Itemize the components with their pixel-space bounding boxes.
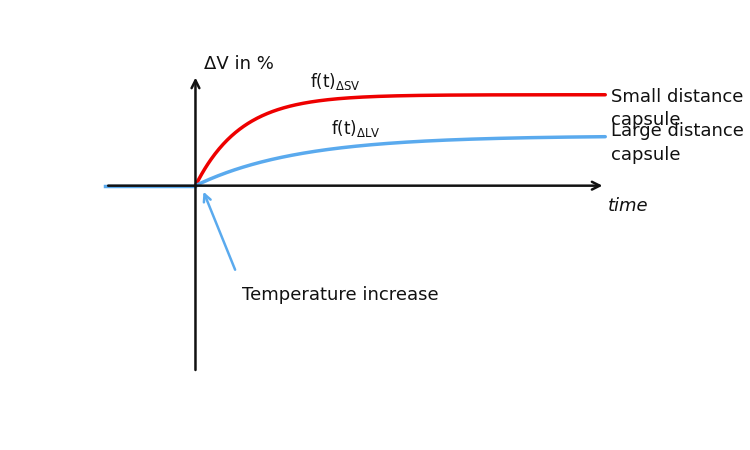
Text: Large distance
capsule: Large distance capsule xyxy=(611,122,744,163)
Text: time: time xyxy=(608,198,649,216)
Text: ΔV in %: ΔV in % xyxy=(204,55,274,73)
Text: Small distance
capsule: Small distance capsule xyxy=(611,88,743,130)
Text: f(t)$_{\mathregular{\Delta LV}}$: f(t)$_{\mathregular{\Delta LV}}$ xyxy=(331,118,380,139)
Text: f(t)$_{\mathregular{\Delta SV}}$: f(t)$_{\mathregular{\Delta SV}}$ xyxy=(310,71,361,92)
Text: Temperature increase: Temperature increase xyxy=(242,286,439,304)
